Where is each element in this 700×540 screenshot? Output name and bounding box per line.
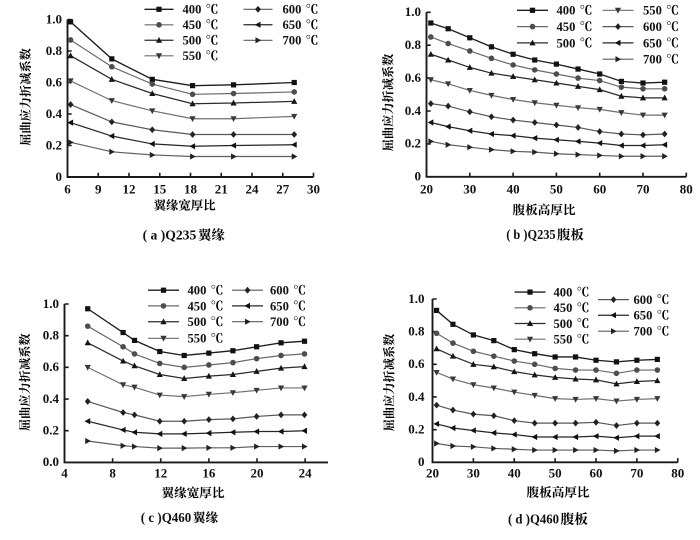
svg-text:0.6: 0.6	[43, 359, 60, 374]
svg-text:0.6: 0.6	[405, 70, 422, 85]
svg-text:500: 500	[557, 36, 576, 50]
svg-text:40: 40	[508, 466, 521, 481]
svg-text:600: 600	[270, 284, 289, 298]
svg-text:( a )Q235: ( a )Q235	[143, 227, 197, 243]
svg-text:0.4: 0.4	[46, 106, 63, 121]
svg-text:500: 500	[188, 315, 207, 329]
svg-text:400: 400	[188, 284, 207, 298]
svg-text:1.0: 1.0	[405, 4, 421, 19]
svg-text:40: 40	[507, 182, 520, 197]
svg-text:0: 0	[418, 454, 425, 469]
svg-text:550: 550	[554, 333, 573, 347]
svg-text:0.2: 0.2	[43, 423, 59, 438]
svg-text:600: 600	[283, 3, 302, 17]
svg-text:0.2: 0.2	[405, 136, 421, 151]
svg-text:700: 700	[270, 315, 289, 329]
svg-text:650: 650	[283, 18, 302, 32]
svg-text:( d )Q460: ( d )Q460	[508, 512, 559, 528]
svg-text:50: 50	[549, 466, 562, 481]
svg-text:8: 8	[109, 466, 116, 481]
svg-text:500: 500	[183, 34, 202, 48]
svg-text:0.2: 0.2	[46, 137, 62, 152]
svg-text:450: 450	[183, 18, 202, 32]
svg-text:0.4: 0.4	[43, 391, 60, 406]
svg-text:0.6: 0.6	[46, 74, 63, 89]
svg-text:400: 400	[554, 285, 573, 299]
svg-text:700: 700	[634, 325, 653, 339]
svg-text:0.8: 0.8	[46, 43, 63, 58]
svg-text:( b )Q235: ( b )Q235	[506, 227, 556, 243]
svg-text:12: 12	[123, 182, 136, 197]
svg-text:20: 20	[426, 466, 439, 481]
svg-text:70: 70	[637, 182, 650, 197]
svg-text:1.0: 1.0	[46, 11, 62, 26]
svg-text:16: 16	[202, 466, 216, 481]
svg-text:12: 12	[154, 466, 167, 481]
svg-text:50: 50	[550, 182, 563, 197]
svg-text:24: 24	[299, 466, 313, 481]
svg-text:0.8: 0.8	[405, 37, 422, 52]
svg-text:( c )Q460: ( c )Q460	[141, 510, 192, 526]
svg-text:0: 0	[56, 169, 63, 184]
svg-text:0.2: 0.2	[408, 421, 424, 436]
svg-text:9: 9	[95, 182, 102, 197]
svg-text:600: 600	[634, 293, 653, 307]
svg-text:30: 30	[307, 182, 320, 197]
svg-text:20: 20	[420, 182, 433, 197]
svg-text:450: 450	[188, 299, 207, 313]
svg-text:1.0: 1.0	[43, 296, 59, 311]
svg-text:0.8: 0.8	[408, 323, 425, 338]
svg-text:60: 60	[593, 182, 606, 197]
svg-text:400: 400	[183, 3, 202, 17]
svg-text:6: 6	[64, 182, 71, 197]
svg-text:650: 650	[643, 36, 662, 50]
svg-text:450: 450	[557, 20, 576, 34]
svg-text:0.6: 0.6	[408, 356, 425, 371]
svg-text:700: 700	[283, 34, 302, 48]
svg-text:400: 400	[557, 4, 576, 18]
svg-text:0.4: 0.4	[408, 389, 425, 404]
svg-text:500: 500	[554, 317, 573, 331]
svg-text:650: 650	[270, 299, 289, 313]
svg-text:70: 70	[630, 466, 643, 481]
svg-text:700: 700	[643, 53, 662, 67]
svg-text:0.8: 0.8	[43, 327, 60, 342]
svg-text:550: 550	[188, 332, 207, 346]
svg-text:20: 20	[250, 466, 263, 481]
svg-text:0.4: 0.4	[405, 103, 422, 118]
svg-text:80: 80	[680, 182, 693, 197]
svg-text:0: 0	[415, 169, 422, 184]
svg-text:4: 4	[61, 466, 68, 481]
svg-text:18: 18	[184, 182, 198, 197]
svg-text:30: 30	[467, 466, 480, 481]
svg-text:600: 600	[643, 20, 662, 34]
svg-text:550: 550	[183, 49, 202, 63]
svg-text:450: 450	[554, 301, 573, 315]
svg-text:80: 80	[671, 466, 684, 481]
svg-text:0.0: 0.0	[43, 454, 59, 469]
svg-text:21: 21	[215, 182, 228, 197]
svg-text:650: 650	[634, 309, 653, 323]
svg-text:60: 60	[590, 466, 603, 481]
svg-text:30: 30	[463, 182, 476, 197]
svg-text:550: 550	[643, 4, 662, 18]
svg-text:1.0: 1.0	[408, 291, 424, 306]
svg-text:15: 15	[153, 182, 167, 197]
svg-text:27: 27	[276, 182, 290, 197]
svg-text:24: 24	[246, 182, 260, 197]
